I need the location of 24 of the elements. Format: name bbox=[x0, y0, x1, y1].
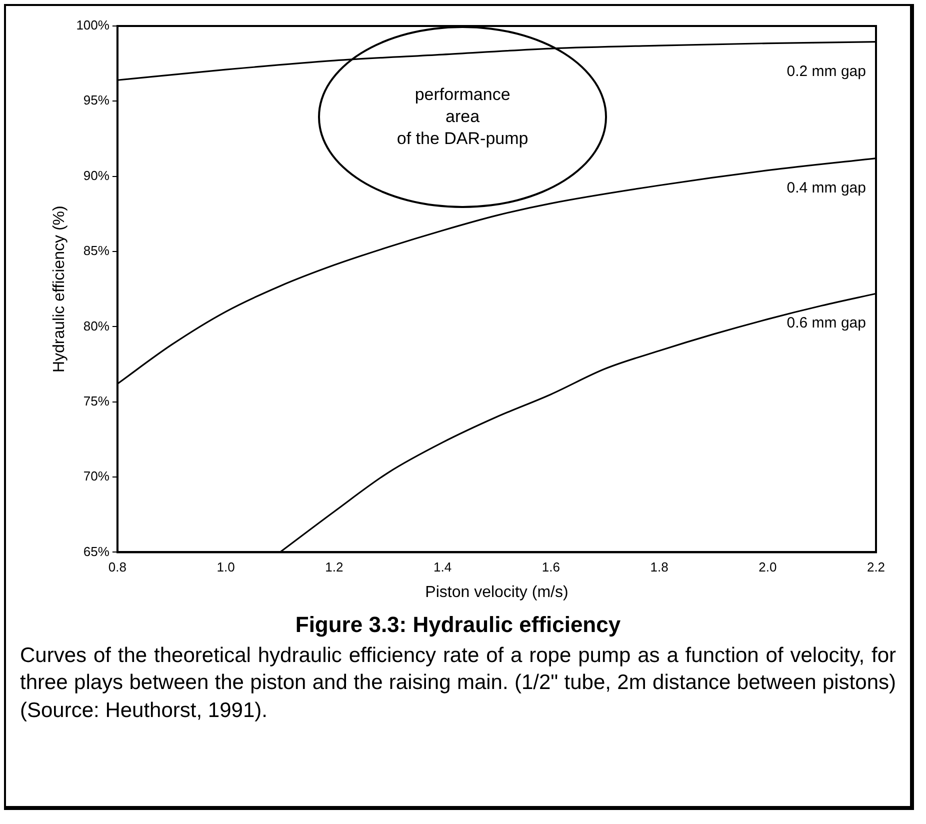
y-tick-label: 75% bbox=[83, 393, 110, 408]
text: Figure 3.3: Hydraulic efficiency bbox=[294, 612, 622, 638]
x-tick-label: 2.0 bbox=[758, 560, 777, 575]
x-tick-label: 1.4 bbox=[434, 560, 452, 575]
series-label: 0.2 mm gap bbox=[786, 62, 866, 80]
y-tick-label: 100% bbox=[76, 18, 110, 33]
x-axis-title: Piston velocity (m/s) bbox=[425, 584, 568, 601]
x-tick-label: 0.8 bbox=[108, 560, 126, 575]
y-tick-label: 80% bbox=[83, 318, 110, 334]
y-tick-label: 95% bbox=[83, 92, 110, 108]
series-label: 0.4 mm gap bbox=[786, 179, 866, 196]
x-tick-label: 2.2 bbox=[866, 560, 886, 575]
x-tick-label: 1.0 bbox=[216, 560, 235, 575]
y-axis-title: Hydraulic efficiency (%) bbox=[51, 206, 68, 373]
series-label: 0.6 mm gap bbox=[786, 314, 866, 332]
y-tick-label: 65% bbox=[83, 544, 110, 559]
x-tick-label: 1.6 bbox=[542, 560, 560, 575]
y-tick-label: 85% bbox=[83, 243, 110, 258]
y-tick-label: 90% bbox=[83, 168, 110, 183]
x-tick-label: 1.2 bbox=[325, 560, 344, 575]
ellipse-outline: performance area of the DAR-pump bbox=[318, 26, 607, 208]
y-tick-label: 70% bbox=[83, 468, 110, 484]
x-tick-label: 1.8 bbox=[650, 560, 668, 575]
text: Curves of the theoretical hydraulic efficiency rate of a rope pump as a function of velocity, for three plays between the piston and the raising main. (1/2" tube, 2m distance between pistons) (Source: Heuthorst, 1991). bbox=[20, 643, 896, 724]
